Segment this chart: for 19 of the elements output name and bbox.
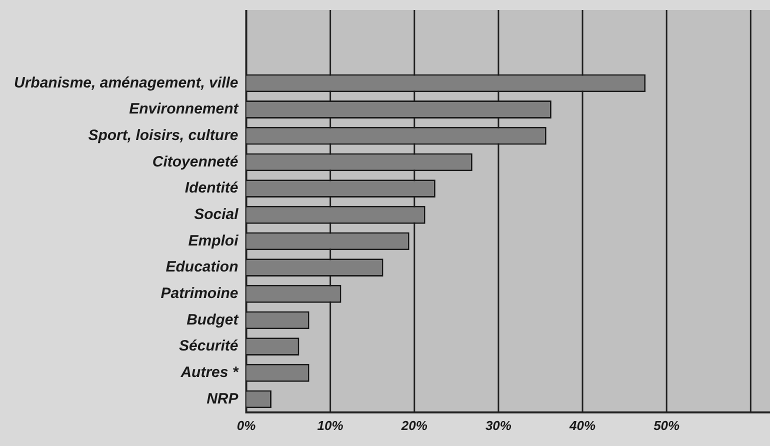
y-tick-label: Environnement: [129, 100, 240, 118]
x-tick-label: 50%: [654, 418, 680, 433]
y-tick-label: Sécurité: [179, 338, 238, 355]
y-tick-label: Sport, loisirs, culture: [88, 126, 238, 144]
y-tick-label: Budget: [186, 311, 240, 328]
y-tick-label: Education: [166, 258, 238, 276]
x-tick-label: 30%: [485, 418, 512, 433]
y-tick-label: Patrimoine: [160, 285, 238, 302]
y-tick-label: Emploi: [188, 232, 240, 250]
y-tick-label: Urbanisme, aménagement, ville: [14, 74, 238, 92]
x-tick-label: 40%: [568, 418, 596, 433]
y-tick-label: NRP: [206, 390, 240, 408]
y-tick-label: Citoyenneté: [152, 153, 238, 170]
y-tick-label: Identité: [184, 180, 238, 197]
x-tick-label: 10%: [317, 418, 344, 433]
y-tick-label: Autres *: [180, 364, 240, 382]
y-tick-label: Social: [194, 206, 240, 223]
x-tick-label: 0%: [236, 418, 256, 433]
x-tick-label: 20%: [400, 418, 428, 433]
